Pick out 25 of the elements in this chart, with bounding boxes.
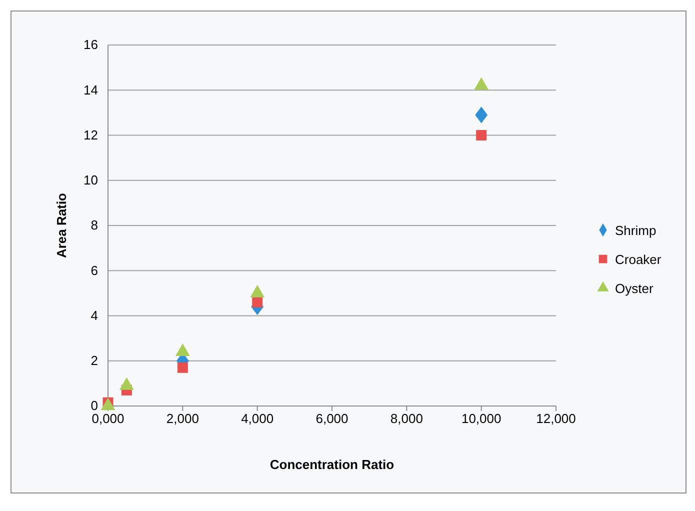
y-tick-label: 4: [90, 308, 98, 323]
x-tick-label: 12,000: [536, 411, 576, 426]
y-tick-label: 16: [84, 37, 98, 52]
x-tick-label: 2,000: [166, 411, 199, 426]
y-tick-label: 10: [84, 172, 98, 188]
point: [177, 362, 188, 373]
x-tick-label: 10,000: [461, 411, 502, 426]
x-tick-label: 6,000: [316, 411, 348, 426]
point: [475, 106, 488, 124]
point: [252, 296, 263, 308]
legend-label: Croaker: [615, 252, 662, 267]
y-tick-label: 12: [84, 127, 98, 142]
y-tick-label: 6: [90, 262, 98, 278]
y-tick-label: 0: [90, 398, 98, 414]
x-tick-label: 4,000: [241, 411, 274, 426]
x-tick-label: 8,000: [390, 411, 423, 426]
x-axis-title: Concentration Ratio: [270, 457, 394, 472]
legend-label: Shrimp: [615, 223, 656, 238]
x-tick-label: 0,000: [92, 411, 124, 426]
y-tick-label: 14: [84, 82, 98, 98]
y-axis-title: Area Ratio: [54, 192, 69, 258]
point: [476, 130, 487, 140]
legend-label: Oyster: [615, 281, 654, 296]
y-tick-label: 8: [90, 218, 98, 233]
y-tick-label: 2: [90, 353, 98, 368]
